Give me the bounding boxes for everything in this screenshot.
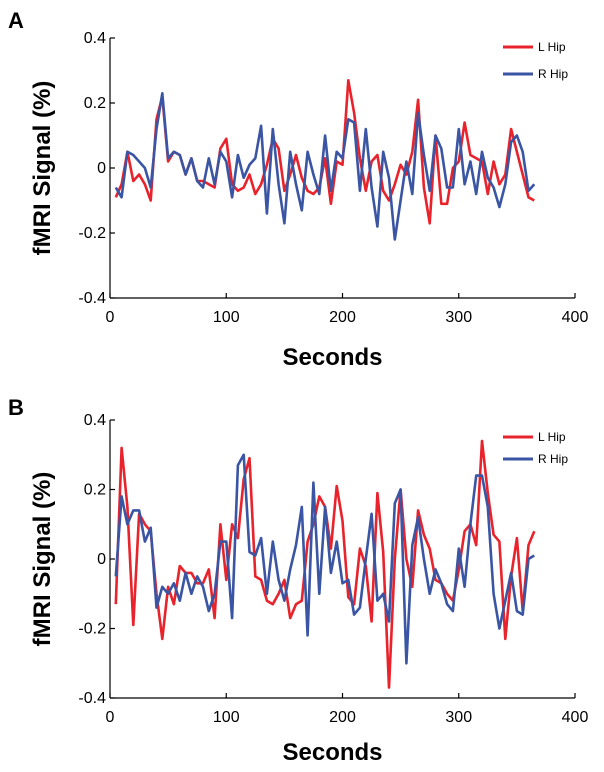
panel-b-x-axis-label: Seconds bbox=[282, 739, 382, 766]
panel-b-y-tick-label: -0.4 bbox=[78, 690, 106, 707]
panel-b-y-tick-label: 0 bbox=[97, 551, 106, 568]
panel-b-letter: B bbox=[8, 395, 24, 420]
panel-a-y-tick-label: 0.4 bbox=[84, 30, 106, 47]
panel-b-x-tick-label: 400 bbox=[562, 709, 589, 726]
panel-a-series-l-hip-line bbox=[114, 79, 535, 225]
panel-a-legend-label-l-hip: L Hip bbox=[538, 40, 566, 54]
panel-b-series-l-hip-line bbox=[114, 439, 536, 689]
panel-b-y-tick-label: 0.4 bbox=[84, 412, 106, 429]
panel-b-legend-label-l-hip: L Hip bbox=[538, 430, 566, 444]
panel-b-y-tick-label: 0.2 bbox=[84, 482, 106, 499]
panel-a-y-tick-label: 0 bbox=[97, 160, 106, 177]
panel-a-x-tick-label: 100 bbox=[213, 309, 240, 326]
panel-b-series-r-hip-line bbox=[114, 453, 535, 665]
panel-b-x-tick-label: 0 bbox=[106, 709, 115, 726]
panel-b-x-tick-label: 100 bbox=[213, 709, 240, 726]
panel-a-y-tick-label: 0.2 bbox=[84, 95, 106, 112]
panel-a-y-tick-label: -0.2 bbox=[78, 225, 106, 242]
panel-b-x-tick-label: 300 bbox=[445, 709, 472, 726]
panel-a-x-tick-label: 400 bbox=[562, 309, 589, 326]
panel-a-y-tick-label: -0.4 bbox=[78, 290, 106, 307]
panel-a-letter: A bbox=[8, 8, 24, 33]
panel-a-x-tick-label: 0 bbox=[106, 309, 115, 326]
panel-b-legend-label-r-hip: R Hip bbox=[538, 452, 568, 466]
panel-a-x-axis-label: Seconds bbox=[282, 344, 382, 371]
panel-a-y-axis-label: fMRI Signal (%) bbox=[29, 81, 56, 256]
panel-a-x-tick-label: 300 bbox=[445, 309, 472, 326]
panel-b-y-tick-label: -0.2 bbox=[78, 621, 106, 638]
panel-b-y-axis-label: fMRI Signal (%) bbox=[29, 472, 56, 647]
panel-a-series-r-hip-line bbox=[114, 92, 536, 241]
panel-a-x-tick-label: 200 bbox=[329, 309, 356, 326]
panel-b-x-tick-label: 200 bbox=[329, 709, 356, 726]
panel-a-legend-label-r-hip: R Hip bbox=[538, 67, 568, 81]
